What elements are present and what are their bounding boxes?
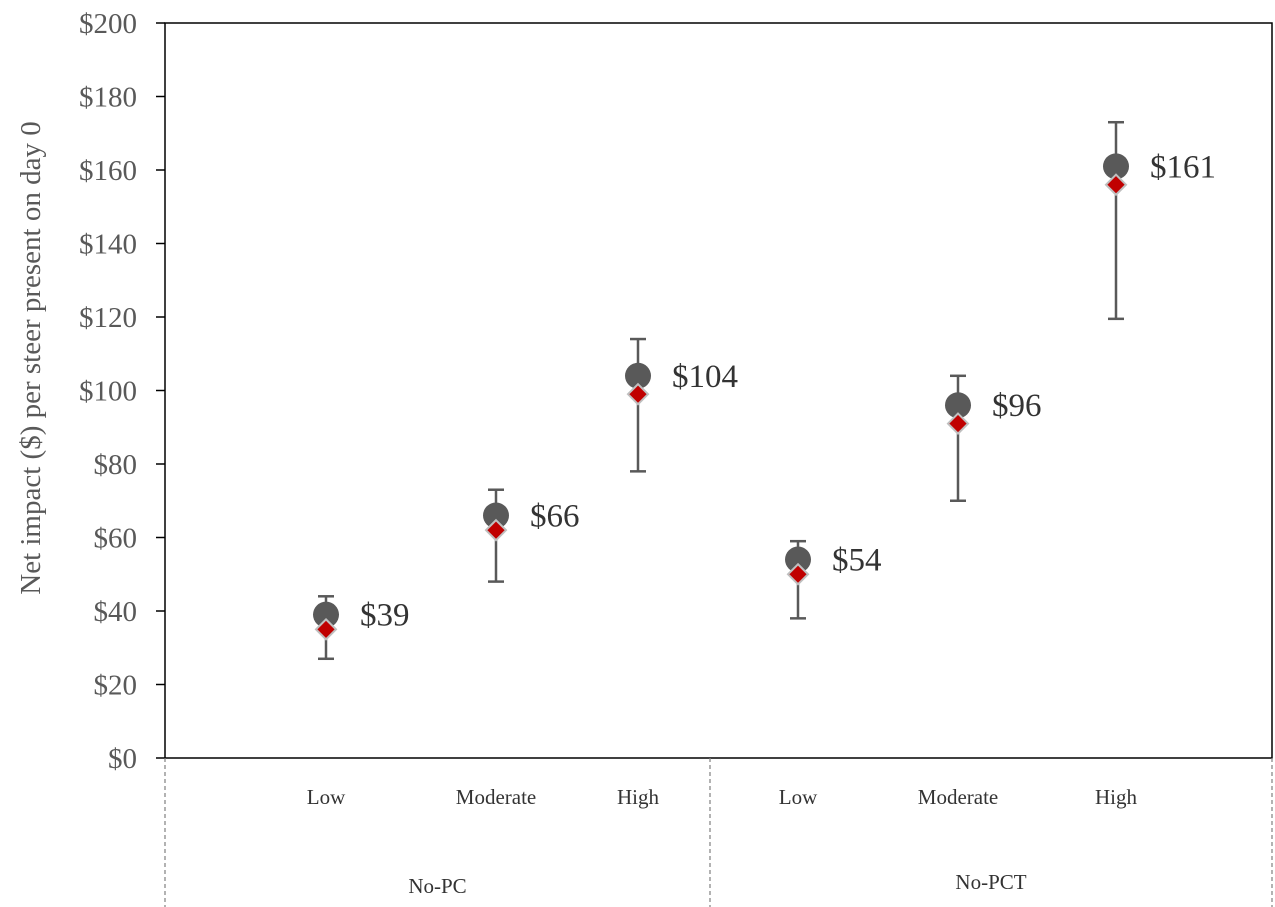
y-tick-label: $160 [79, 155, 137, 187]
data-label: $66 [530, 498, 580, 534]
point-diamond [1104, 173, 1128, 197]
y-tick-label: $100 [79, 376, 137, 408]
x-category-label: High [1095, 785, 1138, 809]
y-tick-label: $140 [79, 229, 137, 261]
point-diamond [946, 412, 970, 435]
point-circle [483, 502, 509, 529]
y-tick-label: $80 [94, 449, 138, 481]
y-tick-label: $60 [94, 523, 138, 555]
data-label: $161 [1150, 149, 1216, 185]
x-category-label: Moderate [456, 785, 536, 809]
x-category-label: Low [307, 785, 346, 809]
point-circle [785, 546, 811, 573]
point-diamond [484, 518, 508, 542]
y-axis-label: Net impact ($) per steer present on day … [15, 121, 47, 595]
data-label: $39 [360, 598, 410, 634]
y-tick-label: $0 [108, 743, 137, 775]
point-circle [945, 392, 971, 419]
data-label: $104 [672, 359, 738, 395]
y-tick-label: $40 [94, 596, 138, 628]
x-category-label: High [617, 785, 660, 809]
point-diamond [314, 617, 338, 641]
y-tick-label: $200 [79, 8, 137, 40]
point-circle [1103, 153, 1129, 180]
data-label: $54 [832, 543, 882, 579]
x-group-label: No-PCT [955, 870, 1026, 894]
point-circle [625, 362, 651, 389]
point-diamond [626, 382, 650, 406]
x-group-label: No-PC [408, 874, 466, 898]
point-diamond [786, 562, 810, 586]
point-circle [313, 601, 339, 628]
x-category-label: Low [779, 785, 818, 809]
data-label: $96 [992, 388, 1042, 424]
y-tick-label: $180 [79, 82, 137, 114]
y-tick-label: $20 [94, 670, 138, 702]
y-tick-label: $120 [79, 302, 137, 334]
x-category-label: Moderate [918, 785, 998, 809]
